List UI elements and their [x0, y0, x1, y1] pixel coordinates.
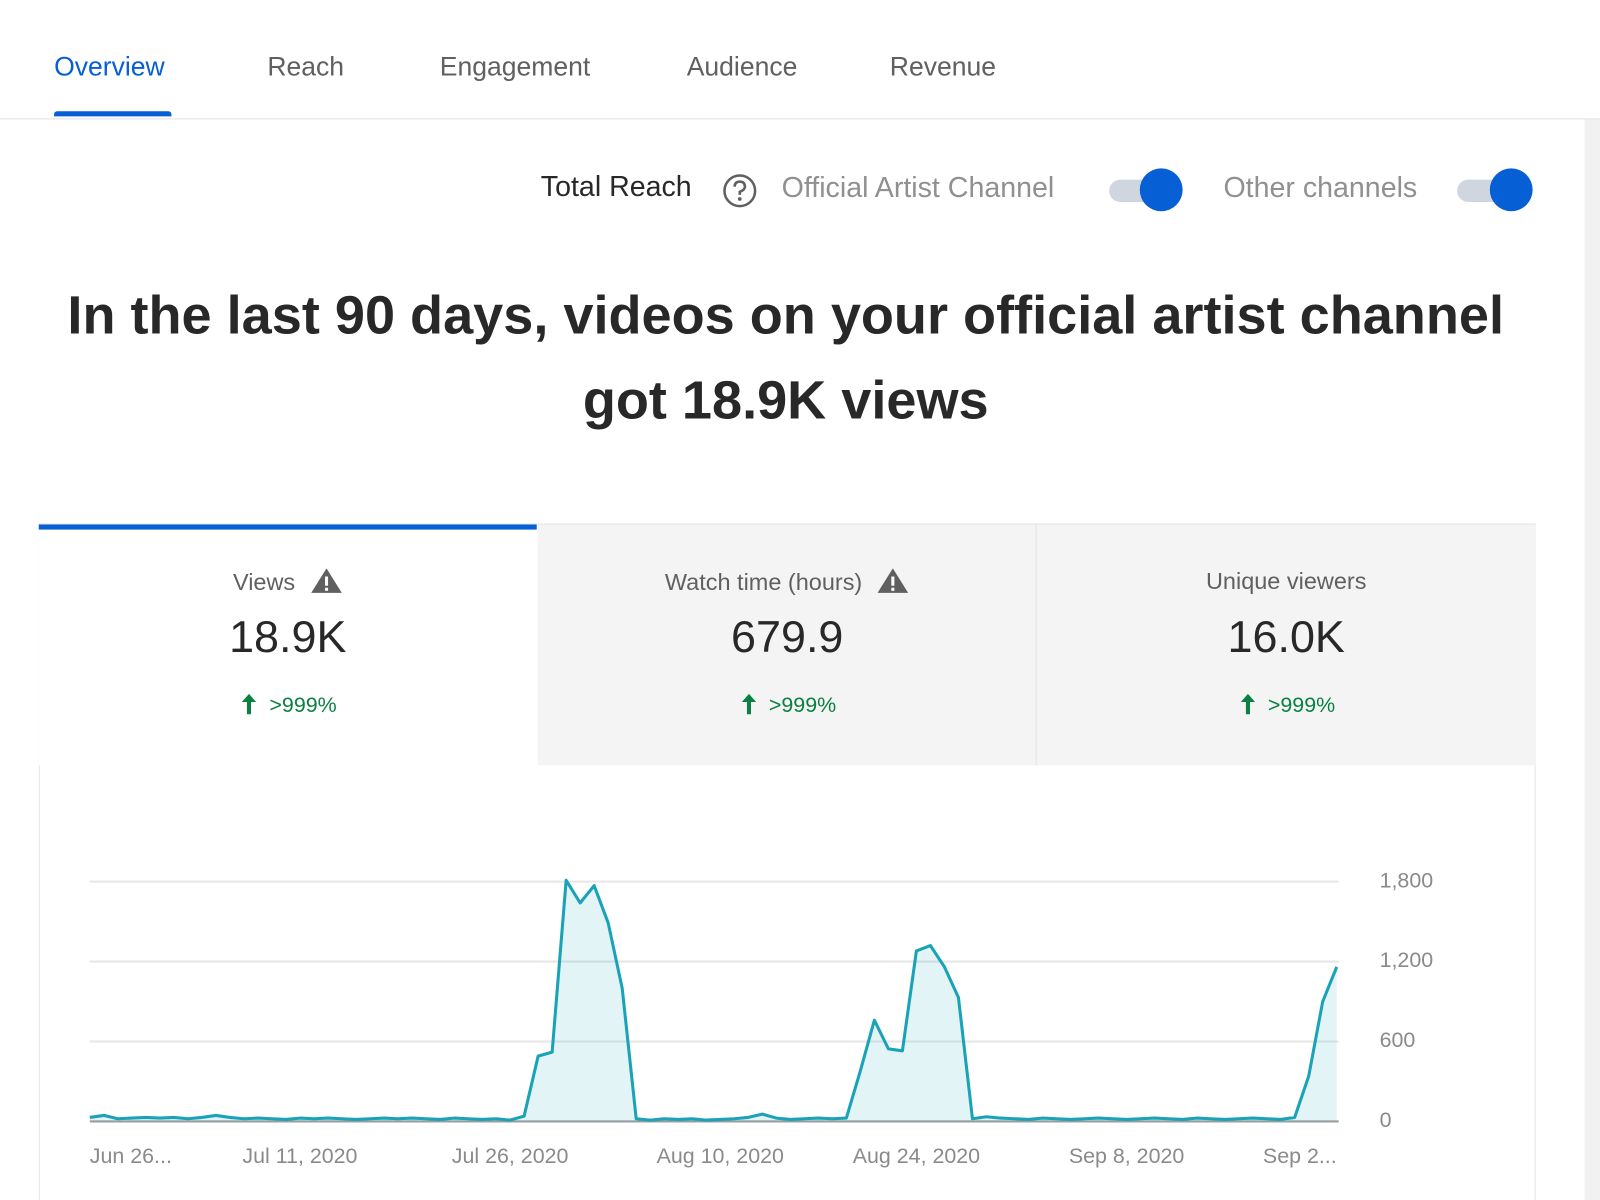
area-fill [89, 880, 1337, 1122]
metric-tab[interactable] [38, 524, 537, 766]
metric-label: Watch time (hours) [538, 567, 1037, 596]
y-tick-label: 600 [1380, 1028, 1416, 1052]
up-arrow [241, 693, 257, 715]
y-tick-label: 1,800 [1380, 868, 1434, 892]
x-tick-label: Jun 26... [90, 1144, 172, 1168]
metric-tab[interactable] [537, 524, 1037, 766]
up-arrow [1240, 693, 1255, 715]
metric-tab[interactable] [1036, 524, 1536, 766]
toggle[interactable] [1451, 163, 1543, 216]
metric-change: >999% [39, 693, 537, 719]
line [89, 878, 1339, 1122]
y-tick-label: 0 [1380, 1108, 1392, 1132]
reach-label: Total Reach [540, 170, 692, 203]
x-tick-label: Jul 11, 2020 [242, 1144, 357, 1168]
warning-icon [310, 568, 342, 593]
tab[interactable]: Revenue [889, 51, 996, 82]
metric-value: 679.9 [731, 612, 844, 663]
tab[interactable]: Overview [54, 51, 165, 82]
x-tick-label: Jul 26, 2020 [452, 1144, 569, 1168]
change-text: >999% [768, 693, 837, 718]
warning-icon [877, 568, 909, 593]
change-text: >999% [269, 693, 337, 718]
metric-label-text: Unique viewers [1205, 567, 1367, 594]
x-tick-label: Aug 24, 2020 [853, 1144, 980, 1168]
metric-value: 16.0K [1227, 612, 1345, 663]
toggle-label: Other channels [1223, 171, 1418, 204]
metric-change: >999% [1037, 693, 1536, 719]
x-tick-label: Sep 2... [1263, 1144, 1337, 1168]
toggle[interactable] [1102, 163, 1194, 216]
metric-label: Views [39, 567, 537, 596]
divider [0, 118, 1600, 120]
metric-label: Unique viewers [1037, 567, 1536, 595]
tab-indicator [54, 111, 172, 117]
x-tick-label: Sep 8, 2020 [1069, 1144, 1185, 1168]
change-text: >999% [1267, 693, 1336, 718]
metric-label-text: Watch time (hours) [664, 568, 863, 595]
y-tick-label: 1,200 [1380, 948, 1434, 972]
up-arrow [741, 693, 756, 715]
tab[interactable]: Engagement [439, 51, 591, 82]
metric-change: >999% [538, 693, 1037, 719]
toggle-label: Official Artist Channel [781, 171, 1055, 204]
tab[interactable]: Audience [686, 51, 798, 82]
card [38, 523, 1536, 1200]
metric-label-text: Views [232, 568, 296, 595]
tab[interactable]: Reach [267, 51, 345, 82]
x-tick-label: Aug 10, 2020 [657, 1144, 784, 1168]
metric-value: 18.9K [229, 612, 347, 663]
scrollbar [1584, 119, 1600, 1200]
headline: In the last 90 days, videos on your offi… [67, 285, 1504, 431]
help-icon[interactable] [720, 171, 759, 210]
